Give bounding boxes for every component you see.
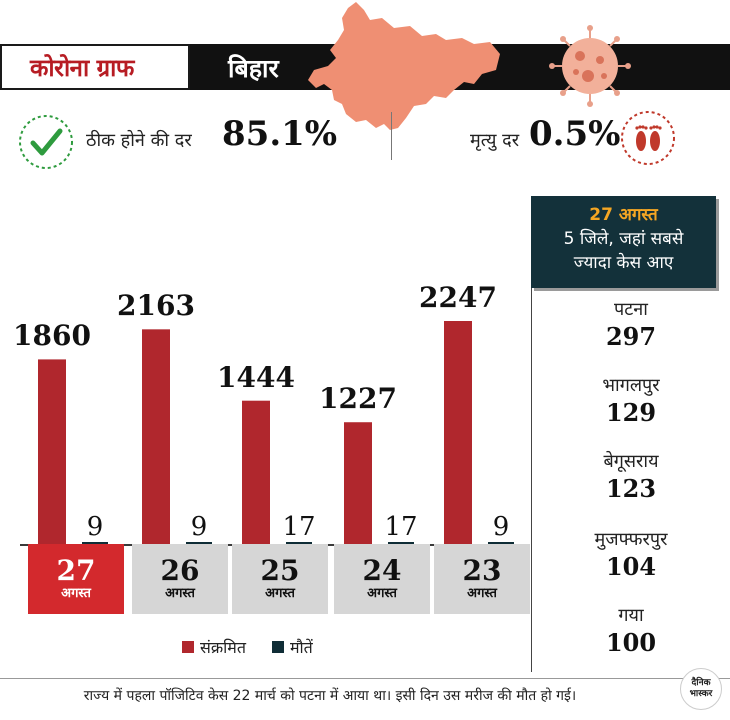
panel-divider	[531, 196, 532, 672]
district-item: मुजफ्फरपुर 104	[551, 528, 711, 582]
bar-value-label: 1860	[13, 319, 91, 353]
panel-date: 27 अगस्त	[589, 205, 658, 225]
bar-infected-1	[142, 329, 170, 544]
district-item: पटना 297	[551, 298, 711, 352]
district-item: भागलपुर 129	[551, 374, 711, 428]
legend-label-infected: संक्रमित	[200, 638, 246, 657]
district-name: मुजफ्फरपुर	[594, 529, 668, 550]
bar-value-label: 2247	[419, 281, 497, 314]
brand-logo: दैनिक भास्कर	[680, 668, 722, 710]
death-value-label: 9	[190, 512, 208, 542]
footer-rule	[0, 678, 730, 679]
districts-panel-header: 27 अगस्त 5 जिले, जहां सबसे ज्यादा केस आए	[531, 196, 716, 288]
district-name: गया	[618, 605, 644, 626]
district-name: बेगूसराय	[603, 451, 659, 472]
bar-deaths-2	[286, 542, 312, 544]
death-rate-value: 0.5%	[529, 114, 621, 154]
district-name: भागलपुर	[602, 375, 660, 396]
date-box: 23 अगस्त	[434, 544, 530, 614]
date-box: 24 अगस्त	[334, 544, 430, 614]
state-name: बिहार	[228, 54, 279, 83]
recovery-rate-value: 85.1%	[222, 114, 338, 154]
date-month: अगस्त	[367, 586, 397, 601]
chart-legend: संक्रमित मौतें	[182, 636, 313, 658]
panel-title-line2: ज्यादा केस आए	[573, 253, 674, 273]
death-value-label: 9	[492, 512, 510, 542]
death-value-label: 9	[86, 512, 104, 542]
panel-title-line1: 5 जिले, जहां सबसे	[563, 229, 684, 249]
bar-value-label: 2163	[117, 289, 195, 323]
death-value-label: 17	[384, 512, 418, 542]
bar-infected-3	[344, 422, 372, 544]
date-day: 25	[260, 554, 300, 587]
date-day: 24	[362, 554, 402, 587]
bar-deaths-3	[388, 542, 414, 544]
check-icon	[19, 115, 73, 169]
date-day: 23	[462, 554, 502, 587]
bar-chart	[38, 321, 514, 544]
recovery-rate-label: ठीक होने की दर	[86, 130, 192, 151]
bar-deaths-4	[488, 542, 514, 544]
bar-deaths-1	[186, 542, 212, 544]
district-value: 100	[605, 628, 657, 657]
logo-line1: दैनिक	[691, 678, 711, 688]
bar-infected-2	[242, 400, 270, 544]
bar-value-label: 1227	[319, 382, 397, 416]
date-day: 26	[160, 554, 200, 587]
date-box: 25 अगस्त	[232, 544, 328, 614]
footprints-icon	[621, 111, 675, 165]
date-month: अगस्त	[467, 586, 497, 601]
bar-infected-4	[444, 321, 472, 544]
district-item: गया 100	[551, 604, 711, 658]
date-month: अगस्त	[265, 586, 295, 601]
bihar-map-icon	[308, 2, 500, 130]
death-rate-label: मृत्यु दर	[470, 130, 520, 151]
district-value: 297	[605, 322, 657, 351]
date-month: अगस्त	[61, 586, 91, 601]
bar-deaths-0	[82, 542, 108, 544]
virus-icon	[549, 25, 631, 107]
district-value: 129	[605, 398, 657, 427]
date-month: अगस्त	[165, 586, 195, 601]
logo-line2: भास्कर	[689, 689, 713, 699]
page-title: कोरोना ग्राफ	[30, 54, 134, 82]
district-name: पटना	[614, 299, 648, 320]
legend-swatch-deaths	[271, 641, 284, 653]
date-box: 27 अगस्त	[28, 544, 124, 614]
title-box	[0, 44, 190, 90]
district-value: 104	[605, 552, 657, 581]
legend-swatch-infected	[182, 641, 194, 653]
district-value: 123	[605, 474, 657, 503]
footnote: राज्य में पहला पॉजिटिव केस 22 मार्च को प…	[83, 688, 577, 704]
date-box: 26 अगस्त	[132, 544, 228, 614]
death-value-label: 17	[282, 512, 316, 542]
date-day: 27	[56, 554, 96, 587]
district-item: बेगूसराय 123	[551, 450, 711, 504]
legend-label-deaths: मौतें	[289, 638, 313, 657]
bar-value-label: 1444	[217, 360, 295, 394]
divider	[391, 112, 392, 160]
bar-infected-0	[38, 359, 66, 544]
